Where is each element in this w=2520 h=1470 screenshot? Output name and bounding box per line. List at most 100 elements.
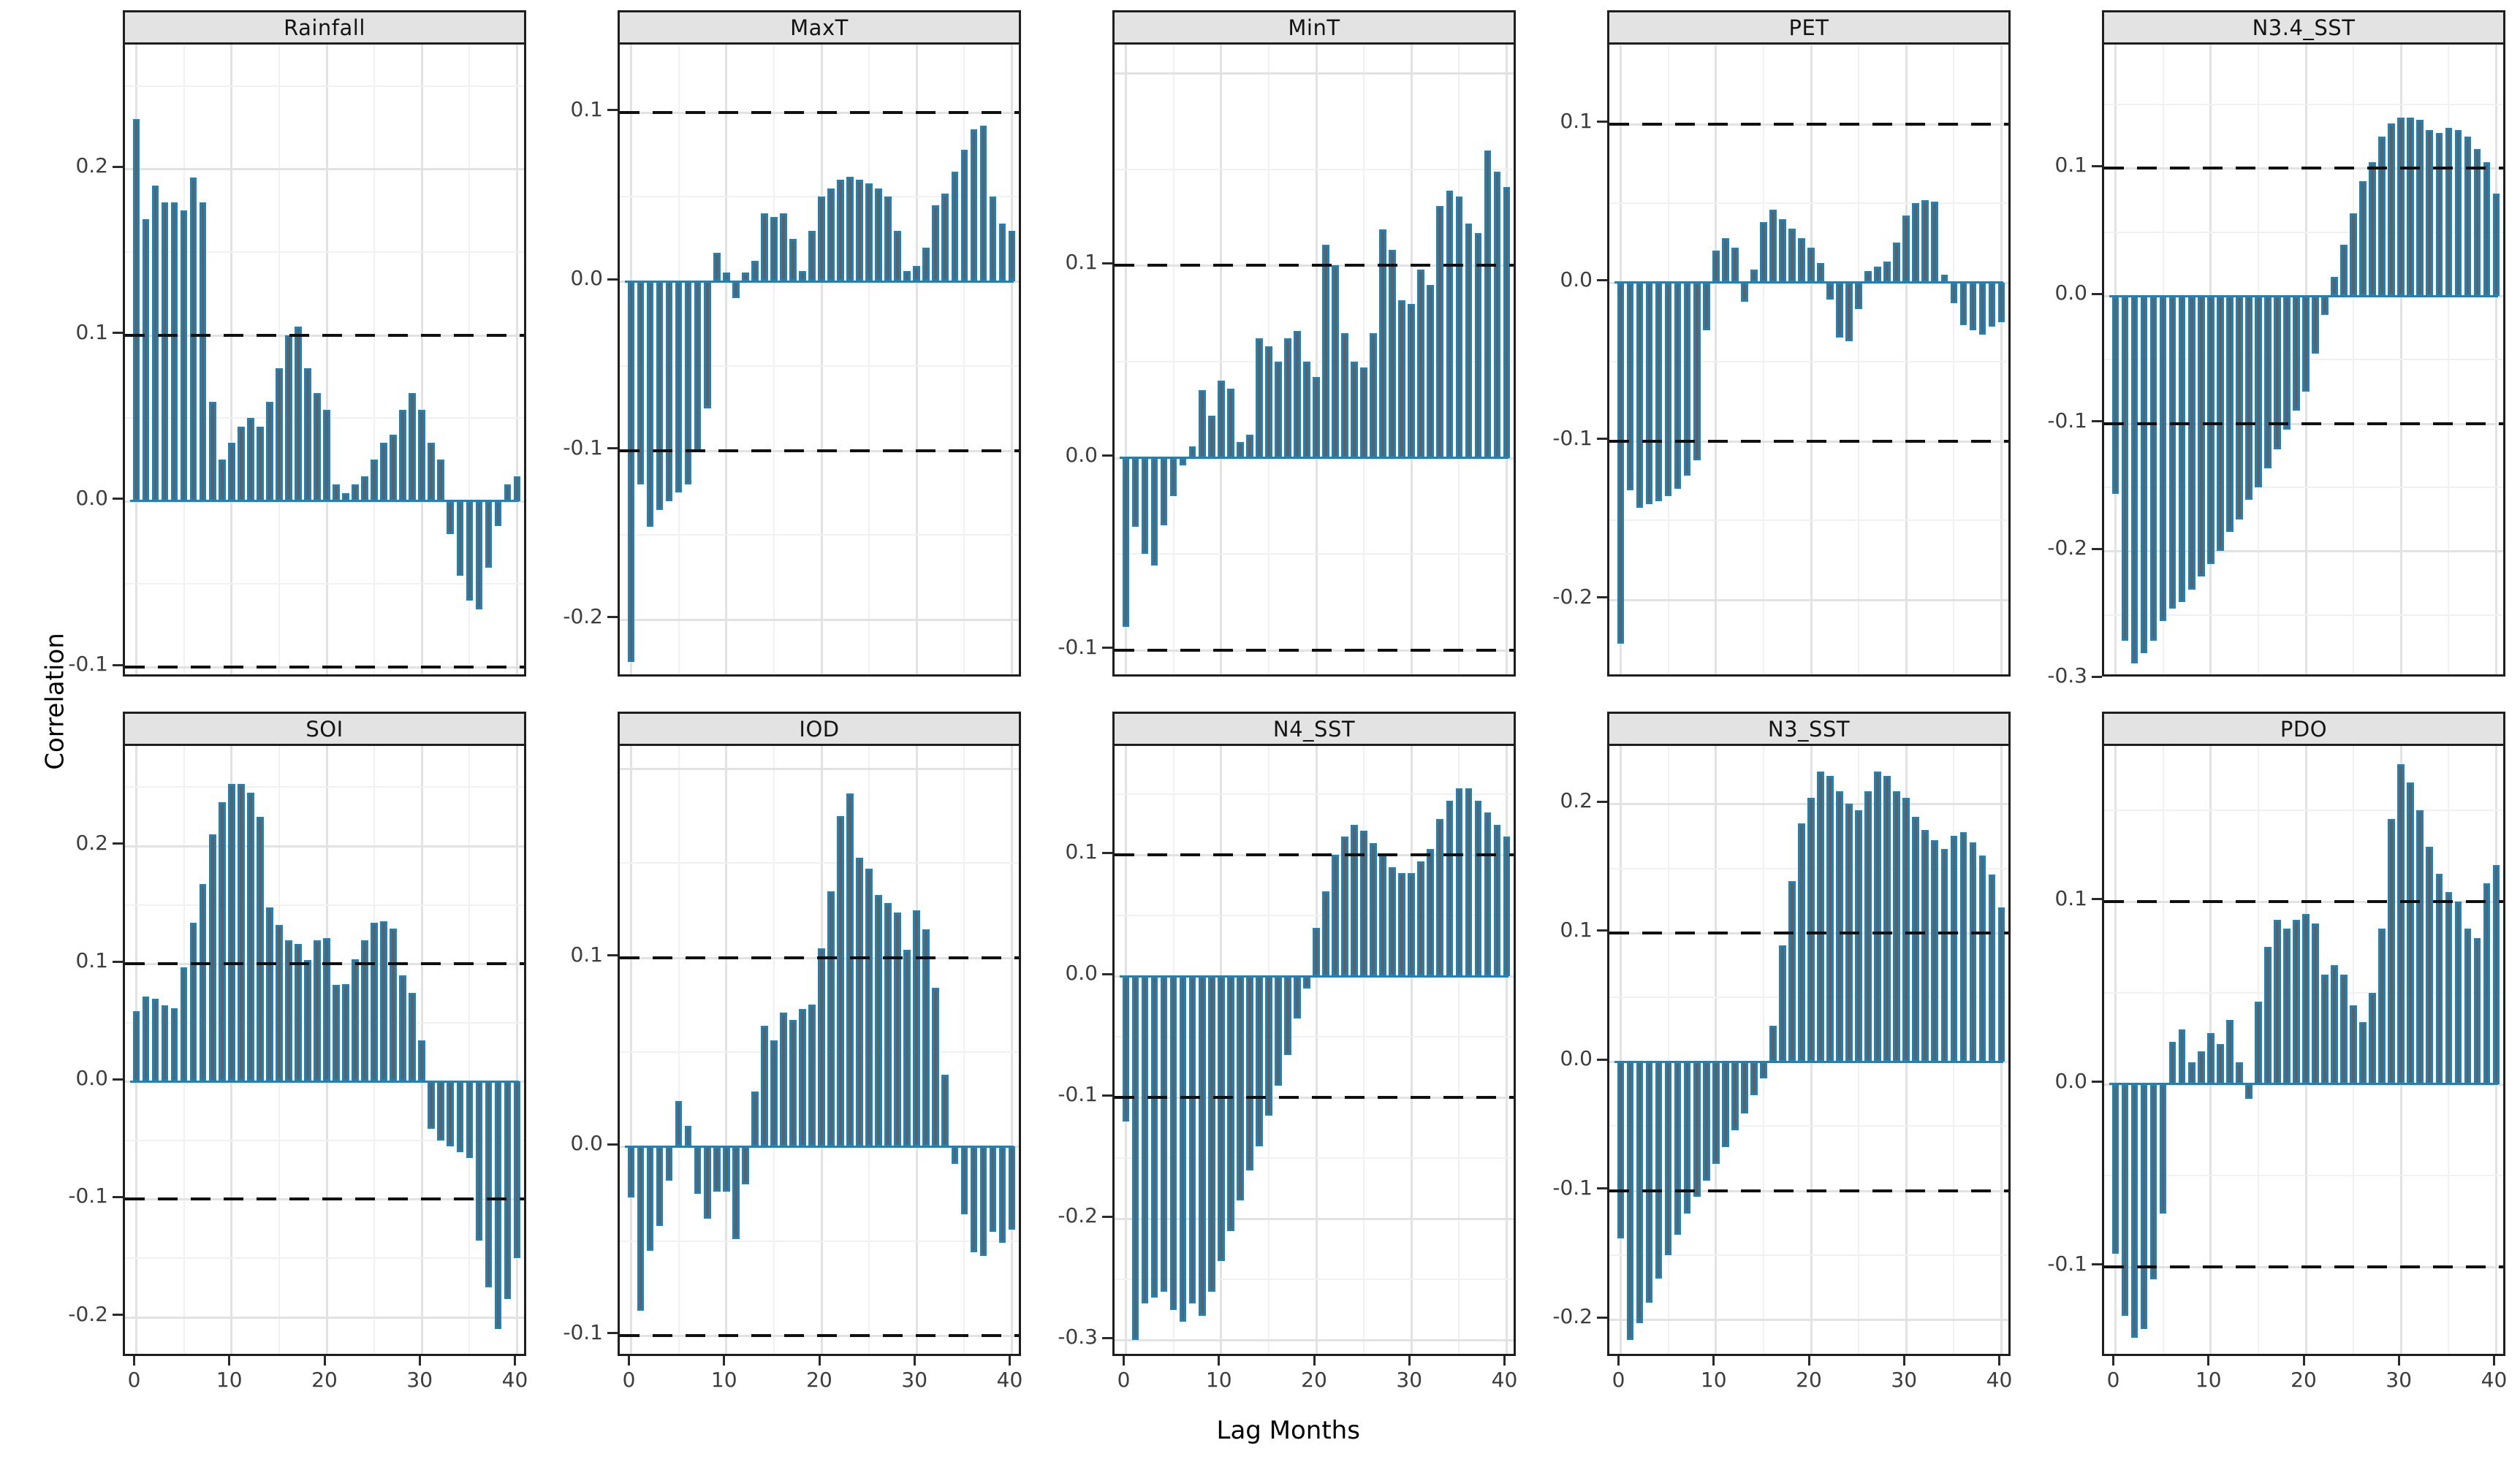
bar-lag-31 <box>2407 117 2415 297</box>
bar-lag-14 <box>761 213 768 282</box>
bar-lag-5 <box>1664 282 1672 497</box>
gridline-x-minor <box>1953 45 1955 674</box>
gridline-y-minor <box>1115 1157 1514 1159</box>
bar-lag-29 <box>1893 791 1901 1062</box>
bar-lag-32 <box>437 1081 445 1140</box>
significance-dashed-line <box>2104 167 2503 170</box>
bar-lag-9 <box>218 460 226 501</box>
bar-lag-3 <box>161 1005 169 1082</box>
bar-lag-24 <box>1351 362 1358 458</box>
bar-lag-1 <box>637 281 645 484</box>
bar-lag-13 <box>751 261 759 282</box>
bar-lag-28 <box>1883 775 1891 1062</box>
bar-lag-35 <box>1950 836 1958 1062</box>
bar-lag-36 <box>970 1146 978 1253</box>
zero-baseline <box>130 500 519 503</box>
y-tick-label: -0.1 <box>68 652 108 677</box>
bar-lag-11 <box>1226 388 1234 458</box>
bar-lag-40 <box>1997 282 2005 322</box>
x-tick-label: 40 <box>501 1368 528 1392</box>
bar-lag-22 <box>1826 775 1834 1062</box>
bar-lag-22 <box>1332 265 1339 458</box>
bar-lag-0 <box>132 1010 140 1082</box>
gridline-y-minor <box>2104 1174 2503 1176</box>
gridline-y-major <box>1609 598 2008 601</box>
bar-lag-21 <box>1322 244 1329 458</box>
gridline-y-major <box>1115 72 1514 75</box>
bar-lag-28 <box>894 230 901 282</box>
bar-lag-1 <box>1131 976 1139 1341</box>
bar-lag-16 <box>2264 296 2272 468</box>
y-tick-label: -0.1 <box>1552 1175 1593 1200</box>
bar-lag-2 <box>1636 1062 1644 1324</box>
bar-lag-6 <box>1674 282 1682 489</box>
bar-lag-37 <box>1969 842 1977 1062</box>
y-tick-mark <box>1597 121 1607 123</box>
bar-lag-33 <box>1931 201 1939 283</box>
bar-lag-33 <box>447 1081 455 1146</box>
facet-title: Rainfall <box>284 15 365 40</box>
bar-lag-5 <box>2159 1084 2167 1214</box>
facet-strip: Rainfall <box>123 10 526 45</box>
bar-lag-40 <box>513 1081 521 1258</box>
x-tick-label: 0 <box>127 1368 141 1392</box>
bar-lag-30 <box>1902 797 1910 1062</box>
bar-lag-35 <box>1950 282 1958 303</box>
bar-lag-7 <box>694 281 702 451</box>
bar-lag-16 <box>780 1012 787 1147</box>
zero-baseline <box>1614 281 2003 283</box>
bar-lag-10 <box>1217 976 1225 1262</box>
bar-lag-6 <box>2168 1042 2176 1084</box>
bar-lag-24 <box>856 180 863 282</box>
bar-lag-27 <box>884 197 892 282</box>
x-tick-label: 10 <box>216 1368 243 1392</box>
significance-dashed-line <box>1609 439 2008 443</box>
gridline-x-major <box>1315 746 1318 1354</box>
x-tick-mark <box>2207 1356 2210 1366</box>
y-tick-mark <box>1597 800 1607 803</box>
bar-lag-33 <box>447 500 455 535</box>
bar-lag-26 <box>875 895 882 1147</box>
y-tick-mark <box>607 954 618 957</box>
bar-lag-38 <box>494 500 502 526</box>
bar-lag-36 <box>1465 223 1473 458</box>
bar-lag-30 <box>2397 764 2405 1084</box>
bar-lag-18 <box>1294 330 1301 458</box>
y-tick-label: 0.1 <box>1560 917 1593 942</box>
facet-title: SOI <box>305 716 344 742</box>
bar-lag-3 <box>1150 976 1158 1298</box>
bar-lag-6 <box>1674 1062 1682 1235</box>
significance-dashed-line <box>620 110 1019 114</box>
bar-lag-22 <box>837 180 844 282</box>
bar-lag-4 <box>1160 976 1168 1292</box>
bar-lag-35 <box>1455 196 1463 458</box>
bar-lag-10 <box>2206 1032 2215 1084</box>
bar-lag-9 <box>1207 976 1215 1292</box>
bar-lag-19 <box>808 230 816 282</box>
y-tick-mark <box>1597 1058 1607 1061</box>
bar-lag-14 <box>1750 270 1758 283</box>
bar-lag-17 <box>1779 945 1786 1062</box>
gridline-y-major <box>620 618 1019 621</box>
zero-baseline <box>625 280 1014 283</box>
x-tick-mark <box>1712 1356 1715 1366</box>
bar-lag-19 <box>314 940 321 1082</box>
bar-lag-38 <box>989 197 997 282</box>
bar-lag-36 <box>970 129 978 282</box>
bar-lag-31 <box>1417 861 1425 977</box>
bar-lag-11 <box>732 1146 740 1240</box>
significance-dashed-line <box>125 962 524 966</box>
gridline-x-minor <box>963 746 965 1354</box>
y-tick-label: 0.1 <box>2054 886 2087 910</box>
gridline-x-major <box>725 45 728 674</box>
y-tick-mark <box>2092 164 2102 167</box>
x-tick-label: 30 <box>406 1368 433 1392</box>
bar-lag-25 <box>865 183 873 282</box>
bar-lag-20 <box>1807 797 1815 1062</box>
y-tick-label: -0.2 <box>2047 536 2087 560</box>
gridline-y-minor <box>125 251 524 254</box>
bar-lag-15 <box>276 368 283 501</box>
x-tick-mark <box>323 1356 326 1366</box>
bar-lag-1 <box>142 218 150 501</box>
bar-lag-18 <box>799 271 806 282</box>
